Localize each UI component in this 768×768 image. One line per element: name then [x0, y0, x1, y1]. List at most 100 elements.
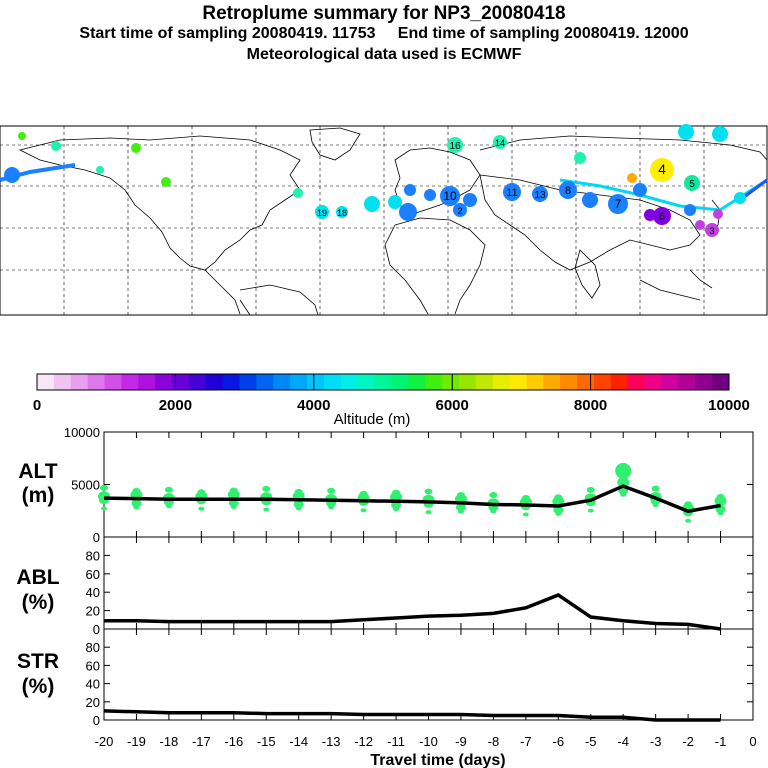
map-marker-dot — [388, 195, 402, 209]
alt-scatter-point — [553, 505, 564, 514]
y-tick-label: 0 — [93, 622, 100, 637]
altitude-colorbar: 0 2000 4000 6000 8000 10000 Altitude (m) — [33, 373, 750, 428]
colorbar-swatch — [577, 374, 595, 390]
timeseries-panels: 1000050000ALT(m)806040200ABL(%)806040200… — [16, 425, 756, 749]
x-tick-label: -2 — [682, 734, 694, 749]
x-tick-label: -20 — [95, 734, 114, 749]
colorbar-swatch — [627, 374, 646, 390]
map-marker: 19 — [315, 205, 329, 219]
map-marker: 5 — [684, 175, 700, 191]
alt-scatter-point — [359, 490, 368, 497]
map-marker: 18 — [336, 206, 348, 218]
map-marker-dot — [4, 167, 20, 183]
map-marker-dot — [684, 204, 696, 216]
alt-scatter-point — [456, 492, 465, 499]
x-tick-label: -5 — [585, 734, 597, 749]
colorbar-swatch — [593, 374, 612, 390]
colorbar-swatch — [475, 374, 494, 390]
colorbar-swatch — [661, 374, 679, 390]
colorbar-swatch — [87, 374, 106, 390]
colorbar-swatch — [104, 374, 122, 390]
colorbar-swatch — [442, 374, 460, 390]
colorbar-tick-label: 4000 — [297, 397, 330, 414]
x-axis-label: Travel time (days) — [370, 752, 505, 768]
colorbar-label: Altitude (m) — [334, 411, 411, 428]
alt-scatter-point — [521, 494, 530, 501]
x-tick-label: -16 — [224, 734, 243, 749]
map-marker-label: 10 — [443, 189, 457, 203]
map-marker: 11 — [503, 183, 521, 201]
x-tick-label: -15 — [257, 734, 276, 749]
map-marker-dot — [18, 132, 26, 140]
map-marker-dot — [51, 141, 61, 151]
panel-label: ABL — [16, 566, 59, 589]
colorbar-swatch — [172, 374, 190, 390]
map-marker: 14 — [493, 135, 507, 149]
series-line — [103, 709, 721, 722]
alt-scatter-point — [197, 489, 206, 496]
x-tick-label: -11 — [387, 734, 405, 749]
map-marker-label: 16 — [449, 141, 461, 152]
alt-scatter-point — [229, 487, 238, 494]
map-marker: 10 — [440, 186, 460, 206]
map-marker-dot — [633, 183, 647, 197]
map-marker-dot — [131, 143, 141, 153]
map-marker-label: 7 — [615, 197, 622, 211]
colorbar-swatch — [543, 374, 561, 390]
x-tick-label: -9 — [455, 734, 467, 749]
alt-scatter-point — [684, 501, 693, 508]
y-tick-label: 60 — [86, 567, 100, 582]
map-marker-dot — [404, 184, 416, 196]
colorbar-swatch — [273, 374, 291, 390]
x-tick-label: -13 — [322, 734, 341, 749]
colorbar-swatch — [256, 374, 274, 390]
world-map: 4 19 18 16 14 13 11 10 8 7 6 5 3 2 — [0, 124, 768, 316]
x-tick-label: -12 — [354, 734, 373, 749]
map-marker-label: 2 — [457, 206, 462, 216]
y-tick-label: 40 — [86, 585, 100, 600]
alt-scatter-point — [131, 499, 142, 508]
map-marker-label: 19 — [317, 208, 327, 218]
colorbar-swatch — [492, 374, 511, 390]
map-marker-label: 11 — [506, 187, 517, 199]
colorbar-swatch — [644, 374, 662, 390]
colorbar-swatch — [138, 374, 156, 390]
alt-scatter-point — [262, 485, 271, 492]
map-marker-label: 4 — [658, 161, 666, 177]
x-tick-label: -18 — [160, 734, 179, 749]
y-tick-label: 60 — [86, 658, 100, 673]
map-marker-label: 13 — [534, 190, 546, 201]
colorbar-swatch — [222, 374, 241, 390]
panel-unit: (%) — [22, 591, 55, 614]
series-line — [104, 592, 721, 631]
colorbar-tick-label: 8000 — [574, 397, 607, 414]
y-tick-label: 80 — [86, 640, 100, 655]
alt-scatter-point — [685, 518, 692, 523]
panel-unit: (%) — [22, 675, 55, 698]
panel-abl: 80 60 40 20 0 ABL(%) — [16, 536, 754, 637]
colorbar-swatch — [53, 374, 72, 390]
map-marker-label: 5 — [689, 179, 695, 190]
colorbar-tick-label: 0 — [33, 397, 41, 414]
alt-scatter-point — [101, 506, 107, 511]
colorbar-tick-label: 6000 — [436, 397, 469, 414]
map-marker-dot — [678, 124, 694, 140]
y-tick-label: 80 — [86, 548, 100, 563]
alt-scatter-point — [716, 493, 725, 500]
x-tick-label: -7 — [520, 734, 532, 749]
x-tick-label: -19 — [127, 734, 146, 749]
alt-scatter-point — [522, 512, 529, 517]
alt-scatter-point — [489, 491, 498, 498]
map-marker-label: 8 — [565, 185, 571, 197]
map-marker-dot — [364, 196, 380, 212]
alt-scatter-point — [360, 508, 367, 513]
map-marker-dot — [161, 177, 171, 187]
y-tick-label: 40 — [86, 677, 100, 692]
map-marker-dot — [644, 209, 656, 221]
colorbar-swatch — [695, 374, 713, 390]
x-tick-label: -8 — [488, 734, 500, 749]
map-marker-dot — [424, 189, 436, 201]
sampling-time-line: Start time of sampling 20080419. 11753 E… — [79, 25, 689, 42]
alt-scatter-point — [293, 500, 304, 509]
